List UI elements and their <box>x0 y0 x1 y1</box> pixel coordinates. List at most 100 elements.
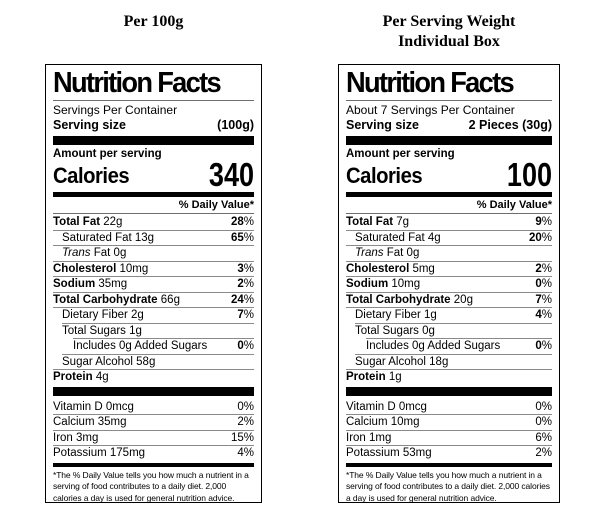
nutrient-row-total-sugars: Total Sugars 1g <box>53 322 254 339</box>
nutrient-row-saturated-fat: Saturated Fat 13g 65% <box>53 229 254 246</box>
thick-divider-bar <box>53 386 254 396</box>
nutrient-name: Includes 0g Added Sugars <box>346 340 500 354</box>
vitamin-row-vitamin-d: Vitamin D 0mcg 0% <box>53 399 254 415</box>
percent-sign: % <box>541 340 552 352</box>
nutrient-amount: 35mg <box>95 278 128 290</box>
dv-number: 7 <box>237 309 244 321</box>
nutrient-name: Total Fat 22g <box>53 216 122 230</box>
nutrient-row-trans-fat: Trans Fat 0g <box>53 245 254 261</box>
vitamin-row-vitamin-d: Vitamin D 0mcg 0% <box>346 399 552 415</box>
nutrient-name: Saturated Fat 4g <box>346 232 441 246</box>
medium-divider-bar <box>346 462 552 467</box>
nutrient-amount: Saturated Fat 4g <box>355 231 441 244</box>
servings-per-container: Servings Per Container <box>53 103 178 117</box>
nutrient-row-total-carbohydrate: Total Carbohydrate 66g 24% <box>53 291 254 308</box>
dv-number: 7 <box>535 293 542 306</box>
nutrient-name-italic: Trans <box>355 247 384 259</box>
medium-divider-bar <box>53 192 254 197</box>
nutrient-row-total-carbohydrate: Total Carbohydrate 20g 7% <box>346 291 552 308</box>
nutrient-name: Total Sugars 0g <box>346 325 435 339</box>
vitamin-name: Iron 3mg <box>53 431 99 444</box>
nutrient-amount: 10mg <box>116 262 149 275</box>
nutrient-amount: Fat 0g <box>90 247 127 259</box>
nutrient-amount: 22g <box>100 216 123 228</box>
serving-size-label: Serving size <box>53 118 126 132</box>
serving-size-value: (100g) <box>217 118 254 132</box>
dv-number: 0 <box>535 340 542 352</box>
dv-number: 2 <box>237 278 244 290</box>
vitamin-daily-value: 0% <box>237 400 254 413</box>
left-column-title: Per 100g <box>45 12 262 32</box>
vitamin-daily-value: 2% <box>535 447 552 459</box>
nutrient-name-bold: Total Carbohydrate <box>346 293 451 306</box>
nutrient-name-bold: Protein <box>346 371 386 383</box>
serving-size-label: Serving size <box>346 118 419 132</box>
vitamin-daily-value: 15% <box>230 431 254 444</box>
nutrient-name: Cholesterol 10mg <box>53 263 148 277</box>
nutrition-facts-heading: Nutrition Facts <box>53 67 222 99</box>
thick-divider-bar <box>346 136 552 145</box>
dv-number: 24 <box>230 293 244 306</box>
nutrient-daily-value: 0% <box>535 340 552 354</box>
daily-value-header: % Daily Value* <box>53 199 254 214</box>
left-column-title-text: Per 100g <box>123 13 184 30</box>
dv-number: 9 <box>535 216 542 228</box>
dv-number: 3 <box>237 262 244 275</box>
nutrient-name-italic: Trans <box>62 247 91 259</box>
percent-sign: % <box>541 216 552 228</box>
vitamin-row-iron: Iron 1mg 6% <box>346 429 552 446</box>
nutrient-row-sugar-alcohol: Sugar Alcohol 18g <box>346 353 552 370</box>
nutrient-daily-value: 9% <box>535 216 552 230</box>
vitamin-name: Vitamin D 0mcg <box>346 400 427 413</box>
nutrient-name-bold: Protein <box>53 371 93 383</box>
nutrient-amount: Total Sugars 0g <box>355 324 435 337</box>
dv-number: 2 <box>535 262 542 275</box>
nutrient-amount: Saturated Fat 13g <box>62 231 155 244</box>
nutrition-facts-heading: Nutrition Facts <box>346 67 515 99</box>
nutrient-amount: Dietary Fiber 1g <box>355 309 437 321</box>
percent-sign: % <box>243 216 254 228</box>
nutrient-amount: Total Sugars 1g <box>62 324 142 337</box>
right-column-title-line1: Per Serving Weight <box>382 13 516 30</box>
percent-sign: % <box>243 309 254 321</box>
serving-size-row: Serving size 2 Pieces (30g) <box>346 117 552 136</box>
vitamin-daily-value: 2% <box>237 416 254 428</box>
amount-per-serving-label: Amount per serving <box>53 148 162 160</box>
amount-per-serving-label: Amount per serving <box>346 148 455 160</box>
daily-value-header: % Daily Value* <box>346 199 552 214</box>
dv-number: 0 <box>535 278 542 290</box>
vitamin-row-calcium: Calcium 35mg 2% <box>53 414 254 430</box>
nutrient-row-trans-fat: Trans Fat 0g <box>346 245 552 261</box>
percent-sign: % <box>541 262 552 275</box>
serving-size-row: Serving size (100g) <box>53 117 254 136</box>
nutrient-name: Sugar Alcohol 58g <box>53 356 155 370</box>
nutrient-name: Dietary Fiber 1g <box>346 309 437 323</box>
nutrient-row-added-sugars: Includes 0g Added Sugars 0% <box>346 338 552 354</box>
nutrient-row-dietary-fiber: Dietary Fiber 1g 4% <box>346 307 552 323</box>
nutrient-daily-value: 0% <box>237 340 254 354</box>
nutrient-amount: 4g <box>92 371 109 383</box>
vitamin-row-calcium: Calcium 10mg 0% <box>346 414 552 430</box>
nutrient-name-bold: Total Fat <box>346 216 394 228</box>
vitamin-daily-value: 4% <box>237 447 254 459</box>
vitamin-name: Potassium 175mg <box>53 447 146 459</box>
nutrient-amount: 1g <box>385 371 402 383</box>
percent-sign: % <box>243 340 254 352</box>
percent-sign: % <box>243 293 254 306</box>
nutrient-row-sodium: Sodium 10mg 0% <box>346 276 552 292</box>
vitamin-row-iron: Iron 3mg 15% <box>53 429 254 446</box>
nutrient-amount: Dietary Fiber 2g <box>62 309 144 321</box>
daily-value-footnote: *The % Daily Value tells you how much a … <box>53 469 249 503</box>
nutrient-row-dietary-fiber: Dietary Fiber 2g 7% <box>53 307 254 323</box>
vitamin-daily-value: 0% <box>535 416 552 428</box>
nutrition-label-per-100g: Nutrition Facts Servings Per Container S… <box>45 64 262 503</box>
dv-number: 65 <box>230 231 244 244</box>
percent-sign: % <box>243 262 254 275</box>
vitamin-daily-value: 6% <box>535 431 552 444</box>
nutrient-name: Sodium 10mg <box>346 278 420 292</box>
nutrient-name-bold: Total Fat <box>53 216 101 228</box>
nutrient-amount: Sugar Alcohol 58g <box>62 355 156 368</box>
percent-sign: % <box>541 309 552 321</box>
nutrient-amount: Sugar Alcohol 18g <box>355 355 449 368</box>
